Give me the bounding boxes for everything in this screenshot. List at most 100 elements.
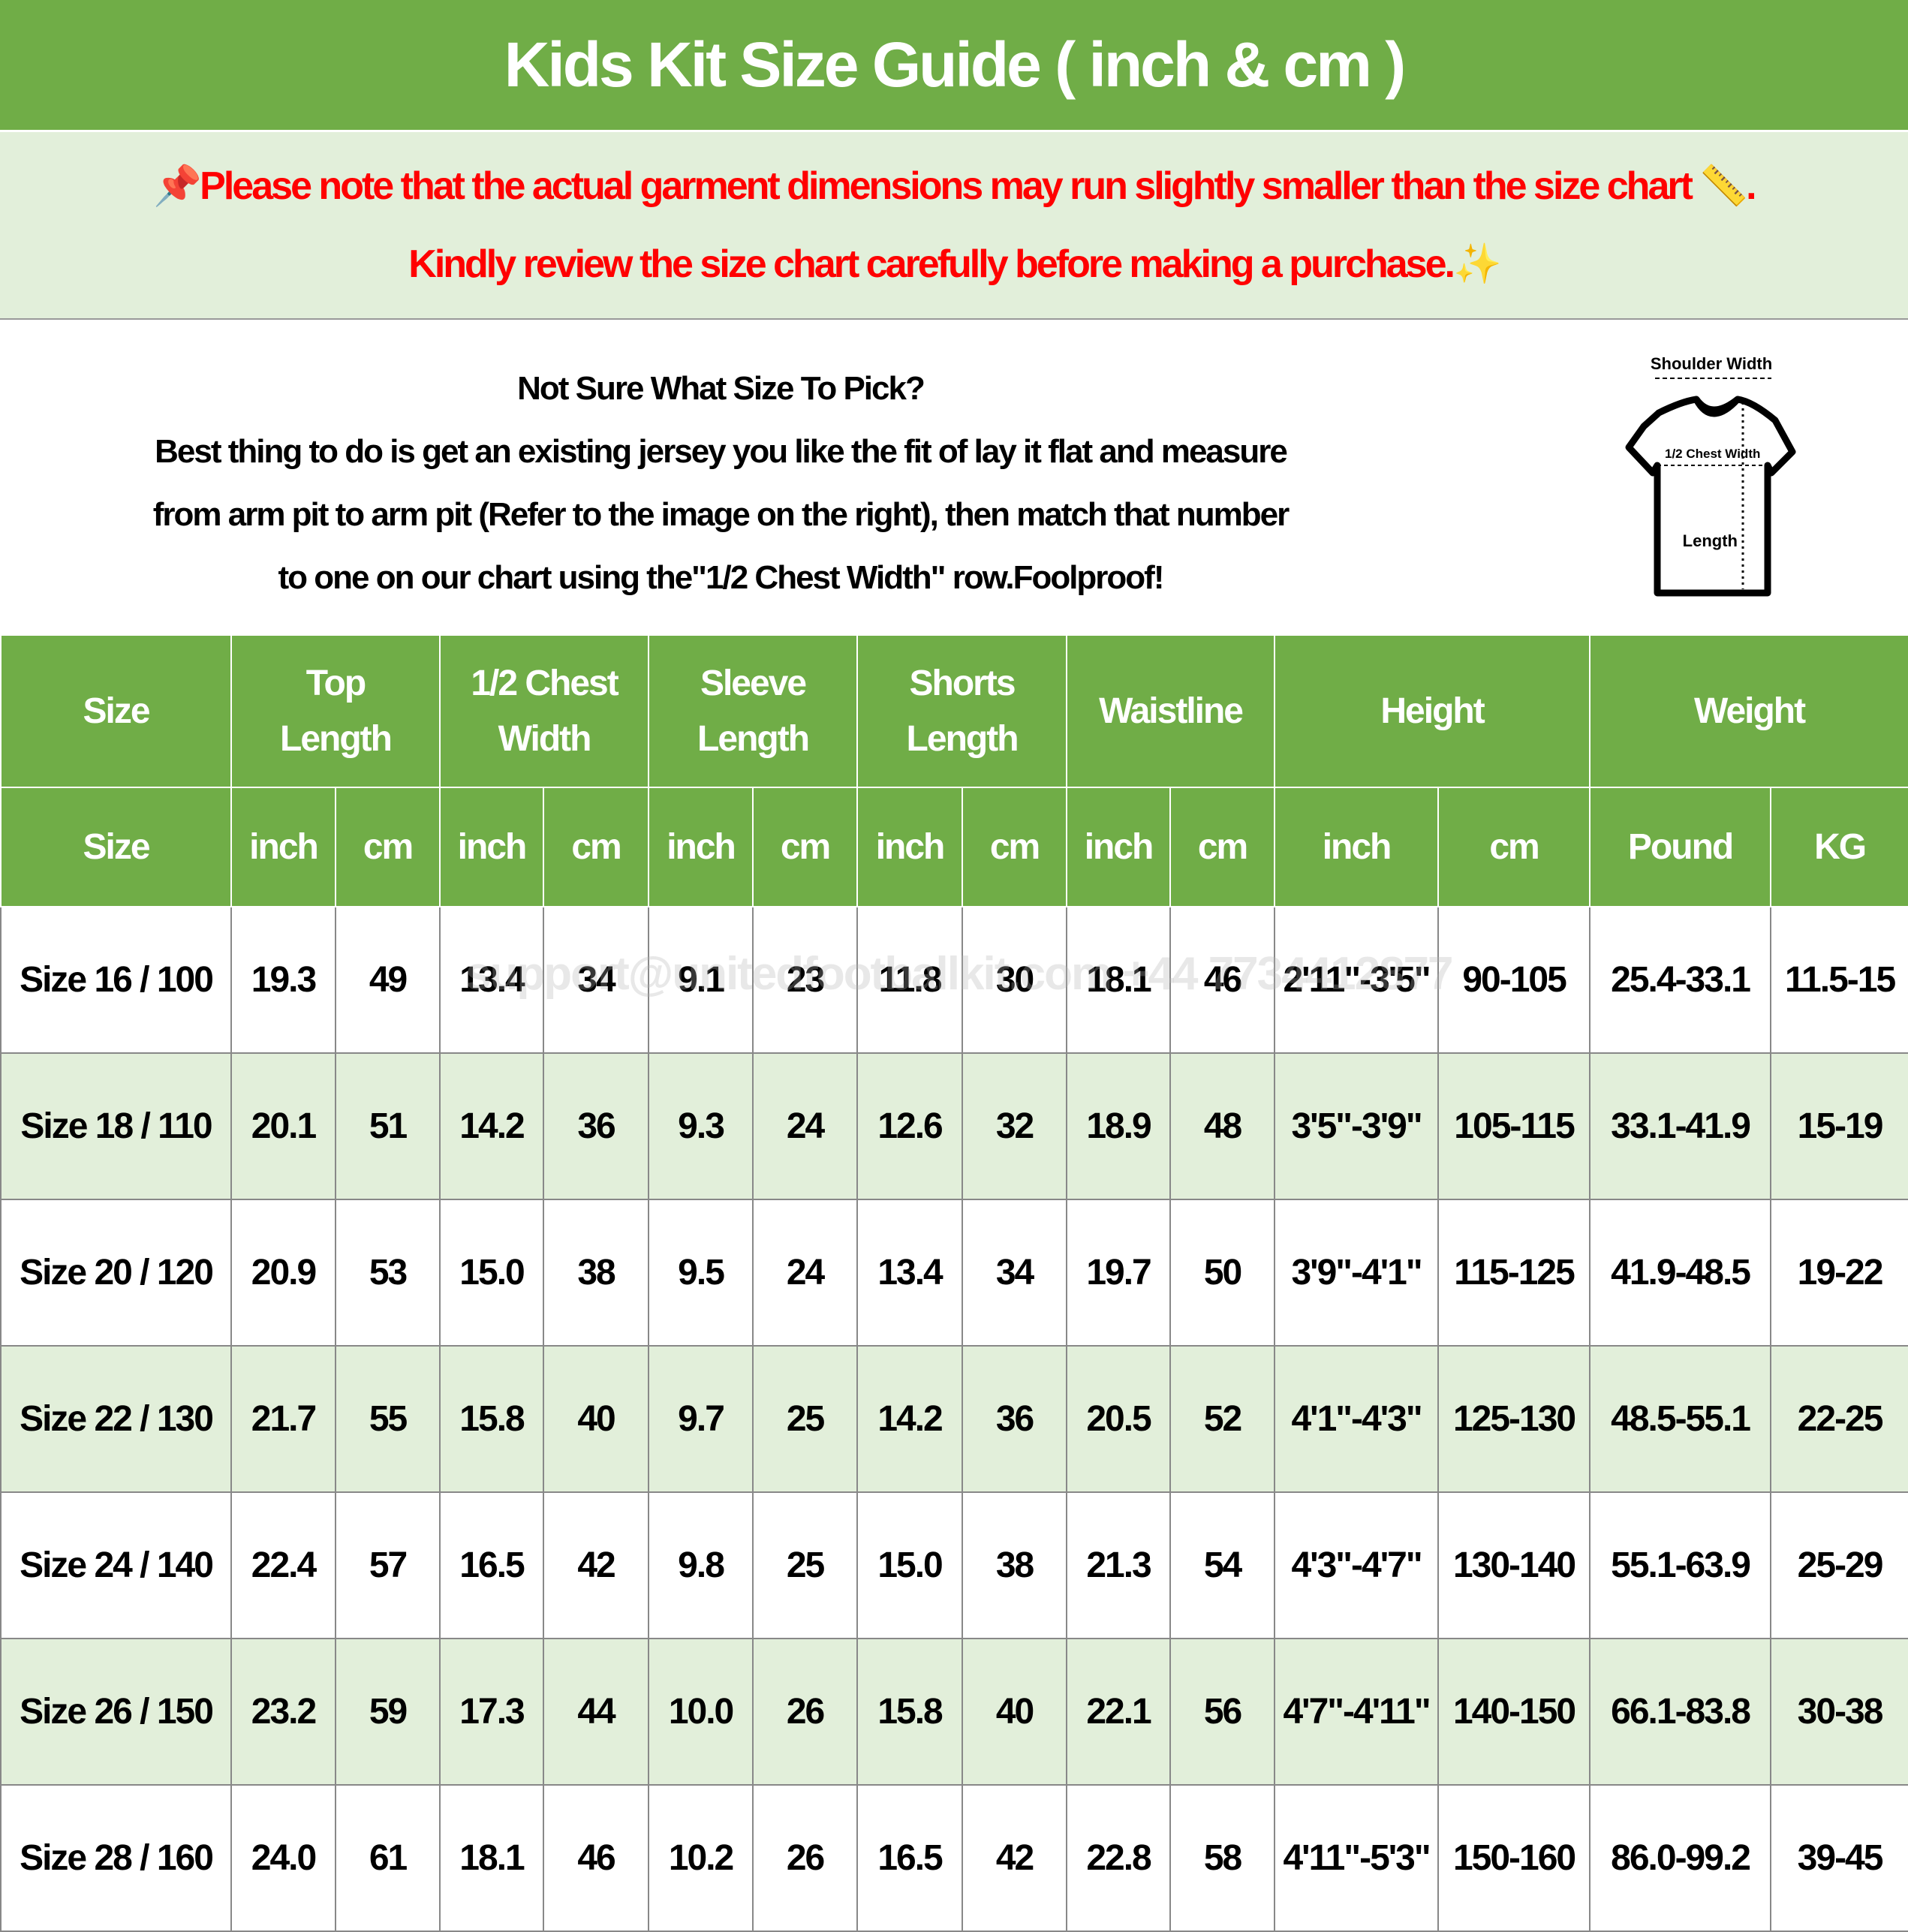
- table-cell: 25: [752, 1345, 859, 1493]
- table-cell: 48: [1169, 1052, 1276, 1200]
- table-cell: 11.8: [856, 906, 964, 1054]
- size-label-cell: Size 24 / 140: [0, 1491, 232, 1639]
- table-row: Size 28 / 160 24.0 61 18.1 46 10.2 26 16.5 42 22.…: [0, 1784, 1908, 1932]
- table-cell: 16.5: [439, 1491, 545, 1639]
- table-cell: 9.8: [648, 1491, 754, 1639]
- table-cell: 13.4: [439, 906, 545, 1054]
- advice-line: Best thing to do is get an existing jers…: [155, 433, 1288, 470]
- advice-line: from arm pit to arm pit (Refer to the im…: [152, 496, 1290, 533]
- table-row: Size 26 / 150 23.2 59 17.3 44 10.0 26 15.8 40 22.…: [0, 1638, 1908, 1786]
- table-cell: 20.1: [230, 1052, 336, 1200]
- table-cell: 19.7: [1066, 1199, 1172, 1347]
- table-cell: 50: [1169, 1199, 1276, 1347]
- table-cell: 38: [543, 1199, 650, 1347]
- table-cell: 15.0: [439, 1199, 545, 1347]
- table-cell: 22.4: [230, 1491, 336, 1639]
- table-cell: 61: [334, 1784, 441, 1932]
- column-group-header: Top Length: [230, 634, 441, 788]
- size-label-cell: Size 20 / 120: [0, 1199, 232, 1347]
- unit-header: inch: [230, 787, 336, 907]
- size-label-cell: Size 16 / 100: [0, 906, 232, 1054]
- table-row: Size 20 / 120 20.9 53 15.0 38 9.5 24 13.4 34 19.7…: [0, 1199, 1908, 1347]
- unit-header: cm: [1437, 787, 1591, 907]
- unit-header: inch: [439, 787, 545, 907]
- table-cell: 24: [752, 1052, 859, 1200]
- table-cell: 115-125: [1437, 1199, 1591, 1347]
- table-cell: 34: [543, 906, 650, 1054]
- table-cell: 25: [752, 1491, 859, 1639]
- table-cell: 23: [752, 906, 859, 1054]
- table-cell: 9.1: [648, 906, 754, 1054]
- table-cell: 4'1"-4'3": [1274, 1345, 1440, 1493]
- table-cell: 14.2: [439, 1052, 545, 1200]
- table-cell: 48.5-55.1: [1589, 1345, 1772, 1493]
- notice-line-2: Kindly review the size chart carefully b…: [408, 242, 1455, 286]
- table-cell: 55.1-63.9: [1589, 1491, 1772, 1639]
- table-cell: 26: [752, 1784, 859, 1932]
- notice-banner: 📌Please note that the actual garment dim…: [0, 132, 1908, 320]
- table-cell: 40: [543, 1345, 650, 1493]
- chest-width-label: 1/2 Chest Width: [1665, 447, 1760, 461]
- unit-header: cm: [962, 787, 1068, 907]
- table-cell: 24: [752, 1199, 859, 1347]
- table-cell: 30: [962, 906, 1068, 1054]
- table-cell: 22-25: [1770, 1345, 1908, 1493]
- unit-header: inch: [1274, 787, 1440, 907]
- table-cell: 39-45: [1770, 1784, 1908, 1932]
- table-cell: 25-29: [1770, 1491, 1908, 1639]
- column-group-header: Height: [1274, 634, 1591, 788]
- unit-header: cm: [752, 787, 859, 907]
- table-row: Size 24 / 140 22.4 57 16.5 42 9.8 25 15.0 38 21.3…: [0, 1491, 1908, 1639]
- table-cell: 9.7: [648, 1345, 754, 1493]
- table-cell: 10.0: [648, 1638, 754, 1786]
- table-cell: 16.5: [856, 1784, 964, 1932]
- unit-header: inch: [648, 787, 754, 907]
- table-cell: 57: [334, 1491, 441, 1639]
- pushpin-icon: 📌: [153, 164, 202, 208]
- advice-heading: Not Sure What Size To Pick?: [517, 370, 925, 407]
- table-cell: 2'11"-3'5": [1274, 906, 1440, 1054]
- table-cell: 15.8: [856, 1638, 964, 1786]
- size-label-cell: Size 28 / 160: [0, 1784, 232, 1932]
- table-cell: 59: [334, 1638, 441, 1786]
- table-cell: 20.5: [1066, 1345, 1172, 1493]
- unit-header: cm: [334, 787, 441, 907]
- fit-advice: Not Sure What Size To Pick? Best thing t…: [0, 320, 1441, 635]
- table-cell: 90-105: [1437, 906, 1591, 1054]
- table-cell: 19.3: [230, 906, 336, 1054]
- table-cell: 3'9"-4'1": [1274, 1199, 1440, 1347]
- table-cell: 105-115: [1437, 1052, 1591, 1200]
- table-row: Size 22 / 130 21.7 55 15.8 40 9.7 25 14.2 36 20.5…: [0, 1345, 1908, 1493]
- unit-header-row: Size inch cm inch cm inch cm inch cm inch cm inch cm…: [0, 787, 1908, 907]
- column-group-header: Weight: [1589, 634, 1908, 788]
- table-cell: 55: [334, 1345, 441, 1493]
- unit-header: inch: [856, 787, 964, 907]
- sparkles-icon: ✨: [1452, 242, 1502, 286]
- table-cell: 9.5: [648, 1199, 754, 1347]
- table-cell: 26: [752, 1638, 859, 1786]
- page-title: Kids Kit Size Guide ( inch & cm ): [0, 0, 1908, 132]
- size-label-cell: Size 22 / 130: [0, 1345, 232, 1493]
- table-cell: 15.8: [439, 1345, 545, 1493]
- table-cell: 53: [334, 1199, 441, 1347]
- unit-header: Pound: [1589, 787, 1772, 907]
- column-group-header: Waistline: [1066, 634, 1276, 788]
- table-cell: 13.4: [856, 1199, 964, 1347]
- table-cell: 4'3"-4'7": [1274, 1491, 1440, 1639]
- table-cell: 51: [334, 1052, 441, 1200]
- tshirt-measurement-diagram: Shoulder Width 1/2 Chest Width Length: [1625, 354, 1796, 597]
- table-cell: 23.2: [230, 1638, 336, 1786]
- table-cell: 25.4-33.1: [1589, 906, 1772, 1054]
- column-group-header: Shorts Length: [856, 634, 1068, 788]
- table-cell: 38: [962, 1491, 1068, 1639]
- size-label-cell: Size 26 / 150: [0, 1638, 232, 1786]
- table-cell: 4'7"-4'11": [1274, 1638, 1440, 1786]
- table-cell: 46: [543, 1784, 650, 1932]
- table-row: Size 16 / 100 19.3 49 13.4 34 9.1 23 11.8 30 18.1…: [0, 906, 1908, 1054]
- table-cell: 21.7: [230, 1345, 336, 1493]
- table-cell: 42: [962, 1784, 1068, 1932]
- table-cell: 4'11"-5'3": [1274, 1784, 1440, 1932]
- table-cell: 21.3: [1066, 1491, 1172, 1639]
- table-cell: 17.3: [439, 1638, 545, 1786]
- table-cell: 18.1: [1066, 906, 1172, 1054]
